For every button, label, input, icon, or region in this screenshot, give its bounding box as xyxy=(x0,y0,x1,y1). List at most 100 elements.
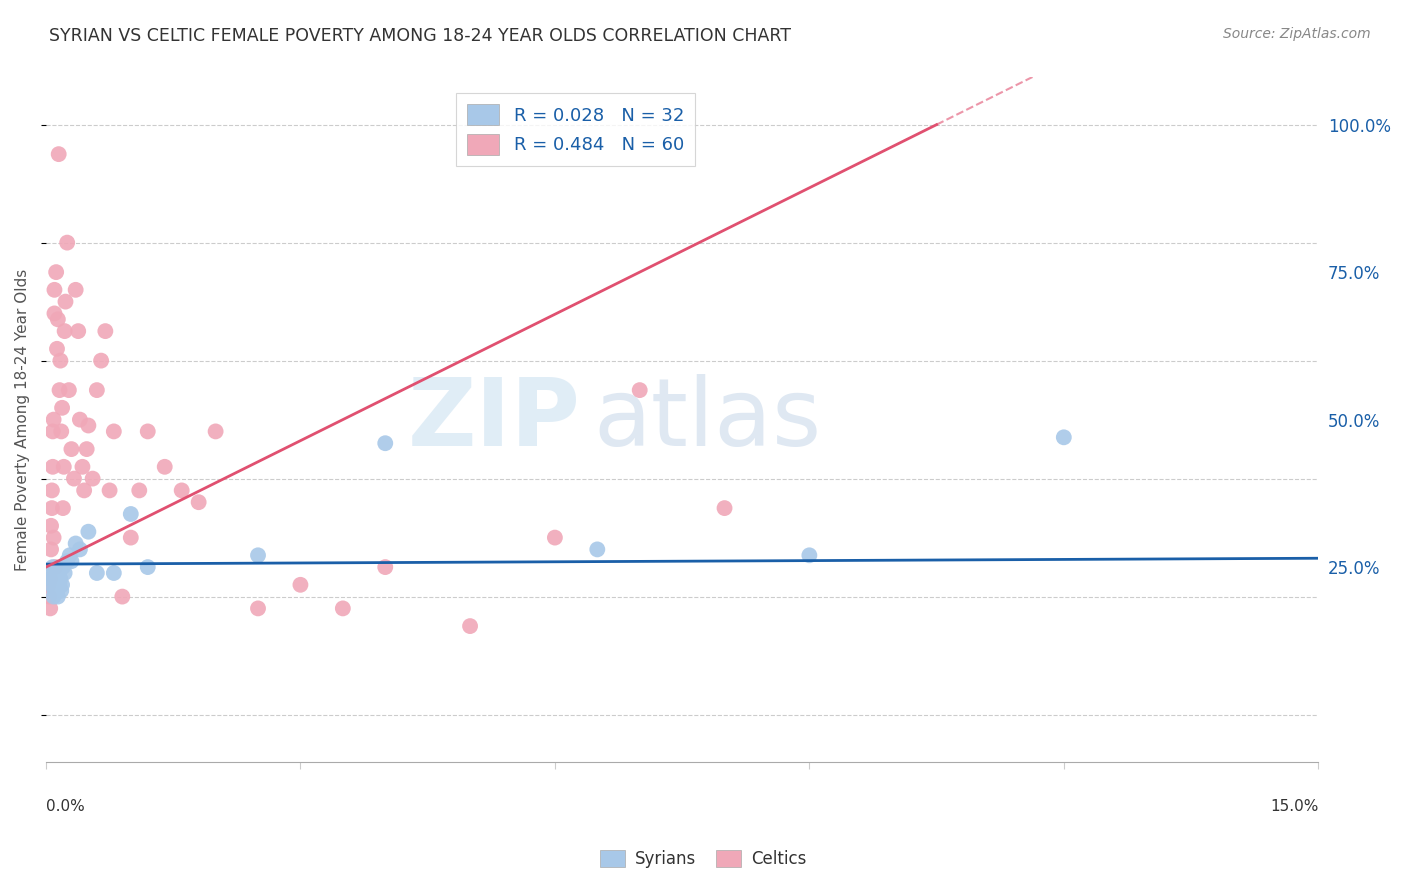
Point xyxy=(94,324,117,338)
Point xyxy=(51,425,73,439)
Point xyxy=(628,383,651,397)
Text: 0.0%: 0.0% xyxy=(46,799,84,814)
Point xyxy=(136,560,159,574)
Point xyxy=(46,342,69,356)
Point xyxy=(56,235,79,250)
Point xyxy=(46,312,69,326)
Point xyxy=(44,560,66,574)
Point xyxy=(48,147,70,161)
Point xyxy=(52,560,75,574)
Point xyxy=(153,459,176,474)
Point xyxy=(39,518,62,533)
Point xyxy=(42,459,65,474)
Point xyxy=(374,436,396,450)
Point xyxy=(204,425,226,439)
Point xyxy=(60,442,83,456)
Point xyxy=(41,483,63,498)
Point xyxy=(128,483,150,498)
Point xyxy=(77,524,100,539)
Point xyxy=(42,590,65,604)
Point xyxy=(544,531,567,545)
Point xyxy=(55,294,77,309)
Point xyxy=(82,472,104,486)
Point xyxy=(586,542,609,557)
Point xyxy=(69,542,91,557)
Point xyxy=(67,324,90,338)
Point xyxy=(332,601,354,615)
Point xyxy=(48,383,70,397)
Point xyxy=(48,566,70,580)
Point xyxy=(53,324,76,338)
Point xyxy=(41,501,63,516)
Point xyxy=(42,425,65,439)
Point xyxy=(51,401,73,415)
Point xyxy=(56,554,79,568)
Legend: R = 0.028   N = 32, R = 0.484   N = 60: R = 0.028 N = 32, R = 0.484 N = 60 xyxy=(456,94,695,166)
Point xyxy=(77,418,100,433)
Text: atlas: atlas xyxy=(593,374,821,466)
Point xyxy=(103,566,125,580)
Point xyxy=(42,412,65,426)
Point xyxy=(49,353,72,368)
Point xyxy=(60,554,83,568)
Point xyxy=(44,283,66,297)
Point xyxy=(86,383,108,397)
Text: ZIP: ZIP xyxy=(408,374,581,466)
Point xyxy=(52,459,75,474)
Point xyxy=(41,578,63,592)
Point xyxy=(58,383,80,397)
Point xyxy=(170,483,193,498)
Text: Source: ZipAtlas.com: Source: ZipAtlas.com xyxy=(1223,27,1371,41)
Point xyxy=(39,601,62,615)
Point xyxy=(120,531,142,545)
Point xyxy=(59,549,82,563)
Point xyxy=(69,412,91,426)
Point xyxy=(374,560,396,574)
Point xyxy=(76,442,98,456)
Point xyxy=(48,578,70,592)
Text: SYRIAN VS CELTIC FEMALE POVERTY AMONG 18-24 YEAR OLDS CORRELATION CHART: SYRIAN VS CELTIC FEMALE POVERTY AMONG 18… xyxy=(49,27,792,45)
Point xyxy=(187,495,209,509)
Point xyxy=(42,560,65,574)
Point xyxy=(51,578,73,592)
Point xyxy=(98,483,121,498)
Point xyxy=(44,306,66,320)
Point xyxy=(1053,430,1076,444)
Legend: Syrians, Celtics: Syrians, Celtics xyxy=(593,843,813,875)
Point xyxy=(46,583,69,598)
Point xyxy=(44,572,66,586)
Point xyxy=(90,353,112,368)
Text: 15.0%: 15.0% xyxy=(1270,799,1319,814)
Point xyxy=(799,549,821,563)
Point xyxy=(39,572,62,586)
Point xyxy=(39,566,62,580)
Point xyxy=(458,619,481,633)
Point xyxy=(49,572,72,586)
Point xyxy=(63,472,86,486)
Point xyxy=(111,590,134,604)
Point xyxy=(136,425,159,439)
Point xyxy=(44,583,66,598)
Point xyxy=(39,542,62,557)
Point xyxy=(65,283,87,297)
Point xyxy=(46,590,69,604)
Point xyxy=(45,265,67,279)
Point xyxy=(247,549,270,563)
Point xyxy=(290,578,312,592)
Point xyxy=(103,425,125,439)
Point xyxy=(72,459,94,474)
Point xyxy=(38,590,60,604)
Point xyxy=(52,501,75,516)
Point xyxy=(45,578,67,592)
Point xyxy=(247,601,270,615)
Point xyxy=(53,566,76,580)
Point xyxy=(86,566,108,580)
Point xyxy=(51,583,73,598)
Y-axis label: Female Poverty Among 18-24 Year Olds: Female Poverty Among 18-24 Year Olds xyxy=(15,268,30,571)
Point xyxy=(713,501,735,516)
Point xyxy=(39,572,62,586)
Point xyxy=(38,578,60,592)
Point xyxy=(65,536,87,550)
Point xyxy=(120,507,142,521)
Point xyxy=(42,531,65,545)
